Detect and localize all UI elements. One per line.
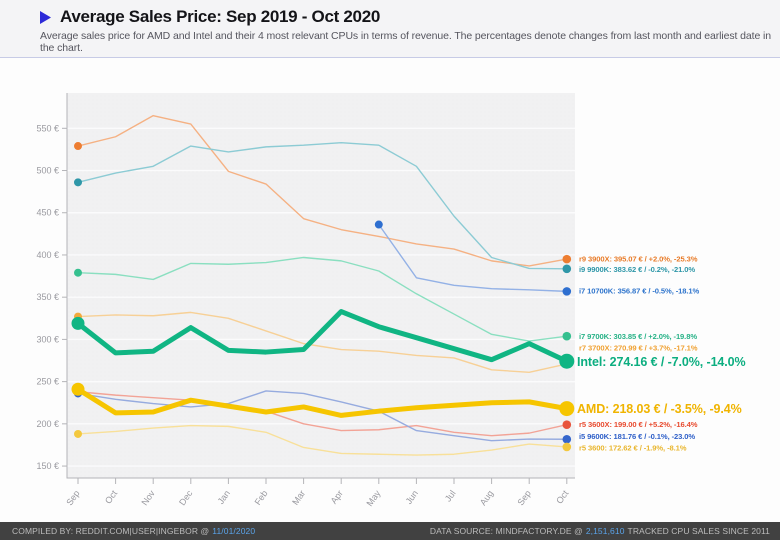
series-r7-3700x-line <box>77 311 568 374</box>
data-source-label: DATA SOURCE: MINDFACTORY.DE @ <box>429 526 583 536</box>
y-tick-label: 150 € <box>36 461 59 471</box>
compiled-by-label: COMPILED BY: REDDIT.COM|USER|INGEBOR @ <box>12 526 210 536</box>
series-r9-3900x-end-dot <box>562 254 572 264</box>
series-i9-9900k-line <box>77 141 568 270</box>
series-i7-9700k-line <box>77 256 568 342</box>
x-tick-label: Oct <box>103 488 120 506</box>
series-i9-9900k-start-dot <box>74 178 82 187</box>
x-tick-label: Nov <box>139 488 157 507</box>
page-title: Average Sales Price: Sep 2019 - Oct 2020 <box>60 7 381 26</box>
x-tick-label: Jan <box>216 488 233 506</box>
axes <box>66 93 575 479</box>
series-r5-3600x-line <box>77 391 568 437</box>
series-i5-9600k-label: i5 9600K: 181.76 € / -0.1%, -23.0% <box>579 432 695 441</box>
header-bar: Average Sales Price: Sep 2019 - Oct 2020… <box>0 0 780 58</box>
data-source-suffix: TRACKED CPU SALES SINCE 2011 <box>627 526 770 536</box>
series-r7-3700x-label: r7 3700X: 270.99 € / +3.7%, -17.1% <box>579 344 698 353</box>
footer-bar: COMPILED BY: REDDIT.COM|USER|INGEBOR @11… <box>0 522 780 540</box>
price-chart: 150 € 200 € 250 € 300 € 350 € 400 € 450 € 500 €… <box>36 93 746 508</box>
series-amd-label: AMD: 218.03 € / -3.5%, -9.4% <box>577 402 742 416</box>
series-i9-9900k-end-dot <box>562 264 572 274</box>
footer-compiled-by: COMPILED BY: REDDIT.COM|USER|INGEBOR @11… <box>12 526 258 536</box>
x-tick-label: Mar <box>290 488 307 506</box>
y-tick-label: 300 € <box>36 334 59 344</box>
compiled-date[interactable]: 11/01/2020 <box>212 526 256 536</box>
footer-data-source: DATA SOURCE: MINDFACTORY.DE @2,151,610 TR… <box>430 526 770 536</box>
chart-area: 150 € 200 € 250 € 300 € 350 € 400 € 450 € 500 €… <box>0 59 780 515</box>
series-r9-3900x-line <box>77 114 568 267</box>
chart-subtitle: Average sales price for AMD and Intel an… <box>40 30 771 54</box>
x-tick-label: Feb <box>253 488 270 506</box>
series-i7-9700k-end-dot <box>562 331 572 341</box>
y-tick-label: 500 € <box>36 166 59 176</box>
series-amd-start-dot <box>71 382 85 396</box>
series-r5-3600-end-dot <box>562 442 572 452</box>
sales-count: 2,151,610 <box>585 526 625 536</box>
x-tick-label: Aug <box>478 488 495 507</box>
x-tick-label: Apr <box>329 488 345 505</box>
series-i7-9700k-start-dot <box>74 268 82 277</box>
plot-background <box>67 93 575 478</box>
x-tick-label: Jul <box>443 488 458 503</box>
x-tick-label: Sep <box>64 488 81 507</box>
y-tick-label: 200 € <box>36 419 59 429</box>
x-tick-label: Oct <box>554 488 571 506</box>
series-amd-end-dot <box>559 401 575 417</box>
title-bullet-icon <box>40 10 51 24</box>
series-i9-9900k-label: i9 9900K: 383.62 € / -0.2%, -21.0% <box>579 265 695 274</box>
series-i7-10700k-label: i7 10700K: 356.87 € / -0.5%, -18.1% <box>579 287 700 296</box>
series-r5-3600x-end-dot <box>562 420 572 429</box>
series-r9-3900x-start-dot <box>74 142 82 151</box>
series-intel-label: Intel: 274.16 € / -7.0%, -14.0% <box>577 355 746 369</box>
series-i7-10700k-start-dot <box>374 220 383 229</box>
y-tick-label: 350 € <box>36 292 59 302</box>
series-i7-10700k-line <box>378 223 568 293</box>
y-tick-label: 550 € <box>36 123 59 133</box>
series-i5-9600k-end-dot <box>562 434 572 444</box>
series-intel-start-dot <box>71 316 85 330</box>
series-r5-3600-line <box>77 424 568 456</box>
series-intel-end-dot <box>559 353 575 369</box>
x-tick-label: Sep <box>515 488 532 507</box>
series-intel-line <box>75 309 570 364</box>
series-r9-3900x-label: r9 3900X: 395.07 € / +2.0%, -25.3% <box>579 255 698 264</box>
series-i5-9600k-line <box>77 390 568 442</box>
series-i7-9700k-label: i7 9700K: 303.85 € / +2.0%, -19.8% <box>579 332 697 341</box>
y-tick-label: 250 € <box>36 377 59 387</box>
y-tick-label: 450 € <box>36 208 59 218</box>
series-r5-3600-label: r5 3600: 172.62 € / -1.9%, -8.1% <box>579 444 687 453</box>
y-tick-label: 400 € <box>36 250 59 260</box>
series-r5-3600x-label: r5 3600X: 199.00 € / +5.2%, -16.4% <box>579 420 698 429</box>
title-row: Average Sales Price: Sep 2019 - Oct 2020 <box>0 0 780 27</box>
series-amd-line <box>75 386 570 418</box>
series-i7-10700k-end-dot <box>562 287 572 296</box>
x-tick-label: Jun <box>404 488 421 506</box>
x-tick-label: Dec <box>177 488 195 507</box>
x-tick-label: May <box>364 488 382 508</box>
series-r5-3600-start-dot <box>74 429 82 438</box>
